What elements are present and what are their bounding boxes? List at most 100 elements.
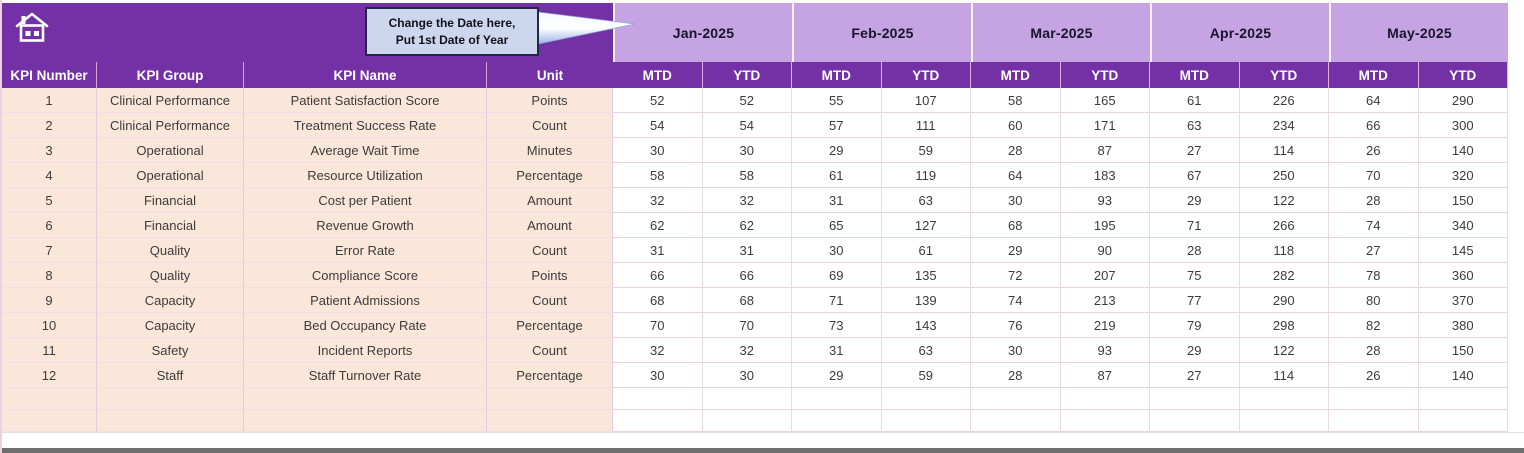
value-cell[interactable]: 150: [1418, 188, 1508, 213]
value-cell[interactable]: 55: [792, 88, 882, 113]
value-cell[interactable]: 213: [1060, 288, 1150, 313]
kpi-name-cell[interactable]: Revenue Growth: [244, 213, 487, 238]
value-cell[interactable]: 31: [792, 188, 882, 213]
kpi-name-cell[interactable]: Patient Admissions: [244, 288, 487, 313]
kpi-group-cell[interactable]: Safety: [97, 338, 244, 363]
month-header-cell[interactable]: Jan-2025: [613, 3, 792, 62]
unit-cell[interactable]: Amount: [487, 188, 613, 213]
value-cell[interactable]: 30: [702, 363, 792, 388]
value-cell[interactable]: 380: [1418, 313, 1508, 338]
value-cell[interactable]: 290: [1239, 288, 1329, 313]
kpi-name-cell[interactable]: Incident Reports: [244, 338, 487, 363]
kpi-group-cell[interactable]: [97, 410, 244, 432]
kpi-number-cell[interactable]: 4: [2, 163, 97, 188]
value-cell[interactable]: 78: [1329, 263, 1419, 288]
value-cell[interactable]: 30: [702, 138, 792, 163]
kpi-name-cell[interactable]: Staff Turnover Rate: [244, 363, 487, 388]
value-cell[interactable]: 32: [702, 188, 792, 213]
value-cell[interactable]: 32: [702, 338, 792, 363]
kpi-name-cell[interactable]: Error Rate: [244, 238, 487, 263]
kpi-name-cell[interactable]: Bed Occupancy Rate: [244, 313, 487, 338]
value-cell[interactable]: 70: [702, 313, 792, 338]
value-cell[interactable]: [881, 388, 971, 410]
value-cell[interactable]: 59: [881, 138, 971, 163]
value-cell[interactable]: 61: [792, 163, 882, 188]
value-cell[interactable]: 290: [1418, 88, 1508, 113]
value-cell[interactable]: 127: [881, 213, 971, 238]
value-cell[interactable]: 107: [881, 88, 971, 113]
value-cell[interactable]: 28: [1150, 238, 1240, 263]
value-cell[interactable]: 31: [792, 338, 882, 363]
value-cell[interactable]: 80: [1329, 288, 1419, 313]
value-cell[interactable]: 62: [702, 213, 792, 238]
value-cell[interactable]: 28: [1329, 188, 1419, 213]
value-cell[interactable]: [1239, 410, 1329, 432]
value-cell[interactable]: 29: [1150, 338, 1240, 363]
value-cell[interactable]: 54: [613, 113, 703, 138]
kpi-number-cell[interactable]: 8: [2, 263, 97, 288]
value-cell[interactable]: [1329, 388, 1419, 410]
value-cell[interactable]: 28: [971, 138, 1061, 163]
value-cell[interactable]: 27: [1329, 238, 1419, 263]
value-cell[interactable]: 226: [1239, 88, 1329, 113]
value-cell[interactable]: 60: [971, 113, 1061, 138]
value-cell[interactable]: 30: [613, 363, 703, 388]
value-cell[interactable]: 90: [1060, 238, 1150, 263]
value-cell[interactable]: 360: [1418, 263, 1508, 288]
value-cell[interactable]: 31: [613, 238, 703, 263]
value-cell[interactable]: 67: [1150, 163, 1240, 188]
value-cell[interactable]: 30: [792, 238, 882, 263]
value-cell[interactable]: 52: [613, 88, 703, 113]
kpi-number-cell[interactable]: 2: [2, 113, 97, 138]
value-cell[interactable]: 74: [971, 288, 1061, 313]
value-cell[interactable]: 171: [1060, 113, 1150, 138]
kpi-group-cell[interactable]: Financial: [97, 213, 244, 238]
value-cell[interactable]: 73: [792, 313, 882, 338]
kpi-group-cell[interactable]: [97, 388, 244, 410]
unit-cell[interactable]: Percentage: [487, 363, 613, 388]
home-button[interactable]: [14, 10, 50, 46]
value-cell[interactable]: 57: [792, 113, 882, 138]
value-cell[interactable]: 68: [702, 288, 792, 313]
kpi-number-cell[interactable]: 3: [2, 138, 97, 163]
kpi-number-cell[interactable]: 12: [2, 363, 97, 388]
value-cell[interactable]: 30: [971, 338, 1061, 363]
unit-cell[interactable]: Minutes: [487, 138, 613, 163]
value-cell[interactable]: 52: [702, 88, 792, 113]
unit-cell[interactable]: Count: [487, 288, 613, 313]
value-cell[interactable]: 71: [792, 288, 882, 313]
unit-cell[interactable]: Count: [487, 238, 613, 263]
value-cell[interactable]: 70: [1329, 163, 1419, 188]
value-cell[interactable]: 143: [881, 313, 971, 338]
kpi-group-cell[interactable]: Clinical Performance: [97, 113, 244, 138]
value-cell[interactable]: 145: [1418, 238, 1508, 263]
value-cell[interactable]: 29: [792, 138, 882, 163]
value-cell[interactable]: 207: [1060, 263, 1150, 288]
value-cell[interactable]: [702, 410, 792, 432]
value-cell[interactable]: 28: [1329, 338, 1419, 363]
kpi-name-cell[interactable]: Average Wait Time: [244, 138, 487, 163]
value-cell[interactable]: 68: [971, 213, 1061, 238]
value-cell[interactable]: 29: [792, 363, 882, 388]
value-cell[interactable]: [792, 410, 882, 432]
kpi-number-cell[interactable]: 1: [2, 88, 97, 113]
value-cell[interactable]: 70: [613, 313, 703, 338]
kpi-number-cell[interactable]: [2, 388, 97, 410]
value-cell[interactable]: 87: [1060, 363, 1150, 388]
unit-cell[interactable]: Points: [487, 263, 613, 288]
value-cell[interactable]: 31: [702, 238, 792, 263]
value-cell[interactable]: 195: [1060, 213, 1150, 238]
kpi-group-cell[interactable]: Clinical Performance: [97, 88, 244, 113]
value-cell[interactable]: 64: [1329, 88, 1419, 113]
kpi-group-cell[interactable]: Financial: [97, 188, 244, 213]
value-cell[interactable]: 250: [1239, 163, 1329, 188]
value-cell[interactable]: 27: [1150, 138, 1240, 163]
value-cell[interactable]: 76: [971, 313, 1061, 338]
value-cell[interactable]: 63: [881, 188, 971, 213]
value-cell[interactable]: 87: [1060, 138, 1150, 163]
kpi-name-cell[interactable]: Compliance Score: [244, 263, 487, 288]
value-cell[interactable]: 79: [1150, 313, 1240, 338]
kpi-group-cell[interactable]: Capacity: [97, 288, 244, 313]
value-cell[interactable]: [1150, 388, 1240, 410]
month-header-cell[interactable]: Mar-2025: [971, 3, 1150, 62]
